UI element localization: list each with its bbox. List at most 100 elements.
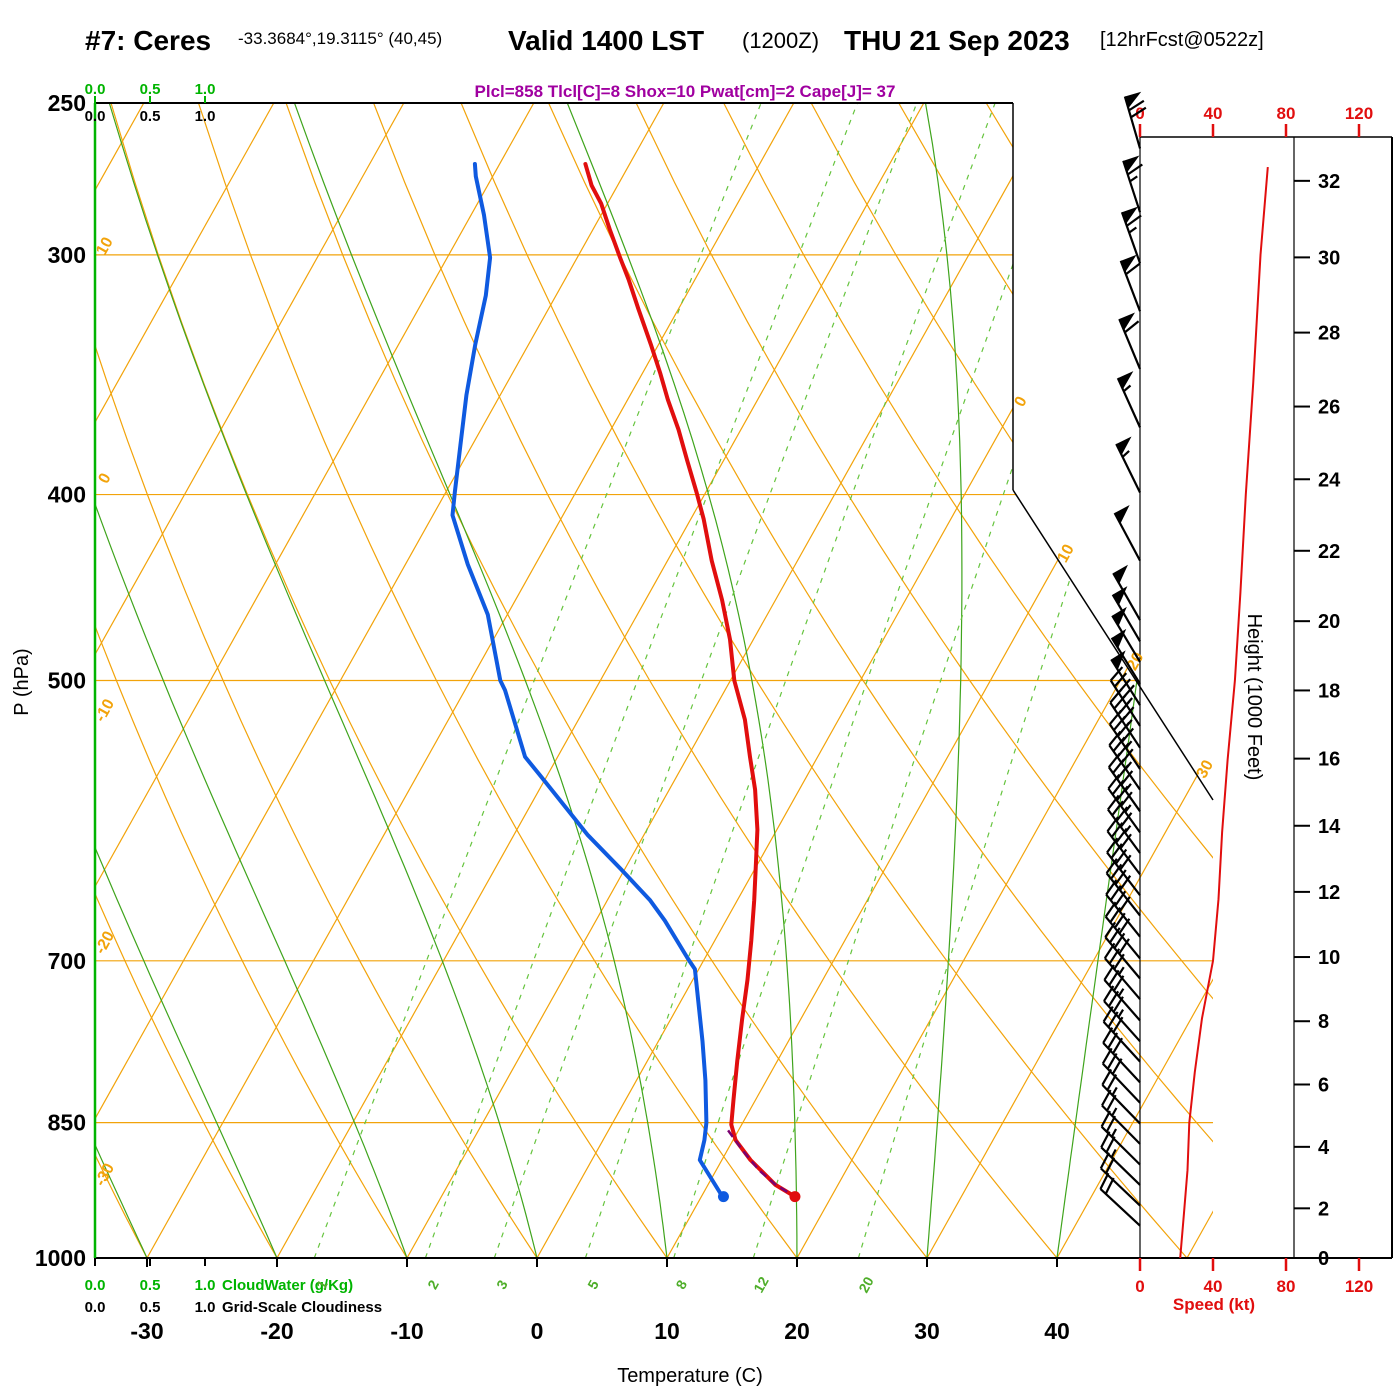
dry-adiabat-line [95, 103, 408, 1258]
moist-adiabat-line [95, 103, 408, 1258]
speed-tick-label-top: 40 [1204, 104, 1223, 123]
mixing-ratio-label: 5 [584, 1277, 602, 1292]
wind-barb [1116, 371, 1142, 428]
wind-barb [1113, 504, 1141, 562]
cloudwater-tick-bottom: 0.0 [85, 1277, 106, 1294]
dry-adiabat-line [373, 103, 1058, 1258]
temperature-curve [583, 162, 797, 1199]
cloudiness-tick-top: 0.5 [140, 108, 161, 125]
height-tick-label: 18 [1318, 680, 1340, 702]
moist-adiabat-line [95, 103, 278, 1258]
height-tick-label: 26 [1318, 397, 1340, 419]
temp-tick-label: 40 [1044, 1318, 1070, 1344]
wind-barb [1102, 1027, 1141, 1084]
height-tick-label: 12 [1318, 882, 1340, 904]
mixing-ratio-line [857, 103, 1213, 1258]
moist-adiabat-line [108, 103, 538, 1258]
dry-adiabat-line [95, 103, 278, 1258]
speed-tick-label-bottom: 40 [1204, 1277, 1223, 1296]
isotherm-line [95, 103, 275, 1258]
dry-adiabat-line [548, 103, 1213, 1258]
pressure-tick-label: 500 [48, 668, 86, 694]
cloudwater-tick-top: 0.5 [140, 81, 161, 98]
isotherm-line [95, 103, 405, 1258]
height-tick-label: 10 [1318, 947, 1340, 969]
mixing-ratio-line [424, 103, 858, 1258]
valid-zulu: (1200Z) [742, 28, 819, 53]
speed-tick-label-bottom: 0 [1135, 1277, 1144, 1296]
surface-temperature-dot [789, 1191, 801, 1203]
wind-barb [1103, 985, 1141, 1043]
mixing-ratio-label: 3 [493, 1277, 511, 1292]
height-tick-label: 0 [1318, 1248, 1329, 1270]
height-tick-label: 20 [1318, 611, 1340, 633]
height-tick-label: 6 [1318, 1074, 1329, 1096]
speed-tick-label-top: 120 [1345, 104, 1373, 123]
isotherm-edge-label-left: 10 [93, 234, 117, 258]
cloudiness-tick-bottom: 0.0 [85, 1299, 106, 1316]
height-tick-label: 4 [1318, 1137, 1330, 1159]
sounding-parameters: Plcl=858 Tlcl[C]=8 Shox=10 Pwat[cm]=2 Ca… [475, 82, 896, 101]
wind-barb [1103, 964, 1141, 1022]
dry-adiabat-line [810, 103, 1213, 1258]
wind-barb [1110, 628, 1141, 685]
dry-adiabat-line [635, 103, 1213, 1258]
pressure-tick-label: 850 [48, 1110, 86, 1136]
height-tick-label: 32 [1318, 171, 1340, 193]
wind-barb [1101, 1047, 1141, 1104]
isotherm-line [95, 103, 665, 1258]
isotherm-line [926, 103, 1213, 1258]
mixing-ratio-label: 2 [424, 1277, 442, 1292]
wind-barb [1115, 436, 1141, 493]
height-tick-label: 30 [1318, 247, 1340, 269]
dry-adiabat-line [1160, 103, 1213, 1258]
dry-adiabat-line [723, 103, 1213, 1258]
diagonal-border [1012, 489, 1214, 801]
dry-adiabat-line [95, 103, 538, 1258]
surface-dewpoint-dot [717, 1191, 729, 1203]
wind-barb [1119, 254, 1142, 312]
isotherm-edge-label-left: 0 [95, 470, 114, 486]
speed-tick-label-bottom: 120 [1345, 1277, 1373, 1296]
cloudiness-tick-top: 0.0 [85, 108, 106, 125]
pressure-tick-label: 250 [48, 90, 86, 116]
station-coords: -33.3684°,19.3115° (40,45) [238, 29, 442, 48]
pressure-tick-label: 400 [48, 482, 86, 508]
dry-adiabat-line [285, 103, 928, 1258]
cloudiness-axis-title: Grid-Scale Cloudiness [222, 1299, 382, 1316]
wind-barb [1111, 606, 1141, 663]
temp-tick-label: 10 [654, 1318, 680, 1344]
height-tick-label: 2 [1318, 1198, 1329, 1220]
height-tick-label: 22 [1318, 541, 1340, 563]
wind-barb [1104, 901, 1141, 960]
pressure-tick-label: 700 [48, 948, 86, 974]
mixing-ratio-line [313, 103, 762, 1258]
cloudwater-axis-title: CloudWater (g/Kg) [222, 1277, 353, 1294]
isotherm-line [146, 103, 795, 1258]
wind-barb [1118, 312, 1142, 370]
isotherm-edge-label-right: 30 [1194, 757, 1218, 781]
valid-date: THU 21 Sep 2023 [844, 25, 1070, 56]
cloudiness-tick-top: 1.0 [195, 108, 216, 125]
mixing-ratio-label: 12 [750, 1274, 772, 1296]
cloudwater-tick-top: 1.0 [195, 81, 216, 98]
moist-adiabat-line [566, 103, 798, 1258]
dewpoint-curve [450, 162, 725, 1200]
pressure-tick-label: 300 [48, 242, 86, 268]
height-tick-label: 24 [1318, 469, 1341, 491]
skewt-grid [95, 103, 1213, 1258]
temp-tick-label: 0 [531, 1318, 544, 1344]
chart-frame [93, 102, 1393, 1259]
mixing-ratio-label: 8 [672, 1277, 690, 1292]
wind-barb [1110, 650, 1141, 706]
height-tick-label: 8 [1318, 1011, 1329, 1033]
speed-tick-label-top: 0 [1135, 104, 1144, 123]
wind-barb [1120, 206, 1142, 264]
speed-axis-title: Speed (kt) [1173, 1295, 1255, 1314]
height-tick-label: 16 [1318, 749, 1340, 771]
sounding-curves [450, 162, 801, 1203]
temp-tick-label: -10 [390, 1318, 423, 1344]
